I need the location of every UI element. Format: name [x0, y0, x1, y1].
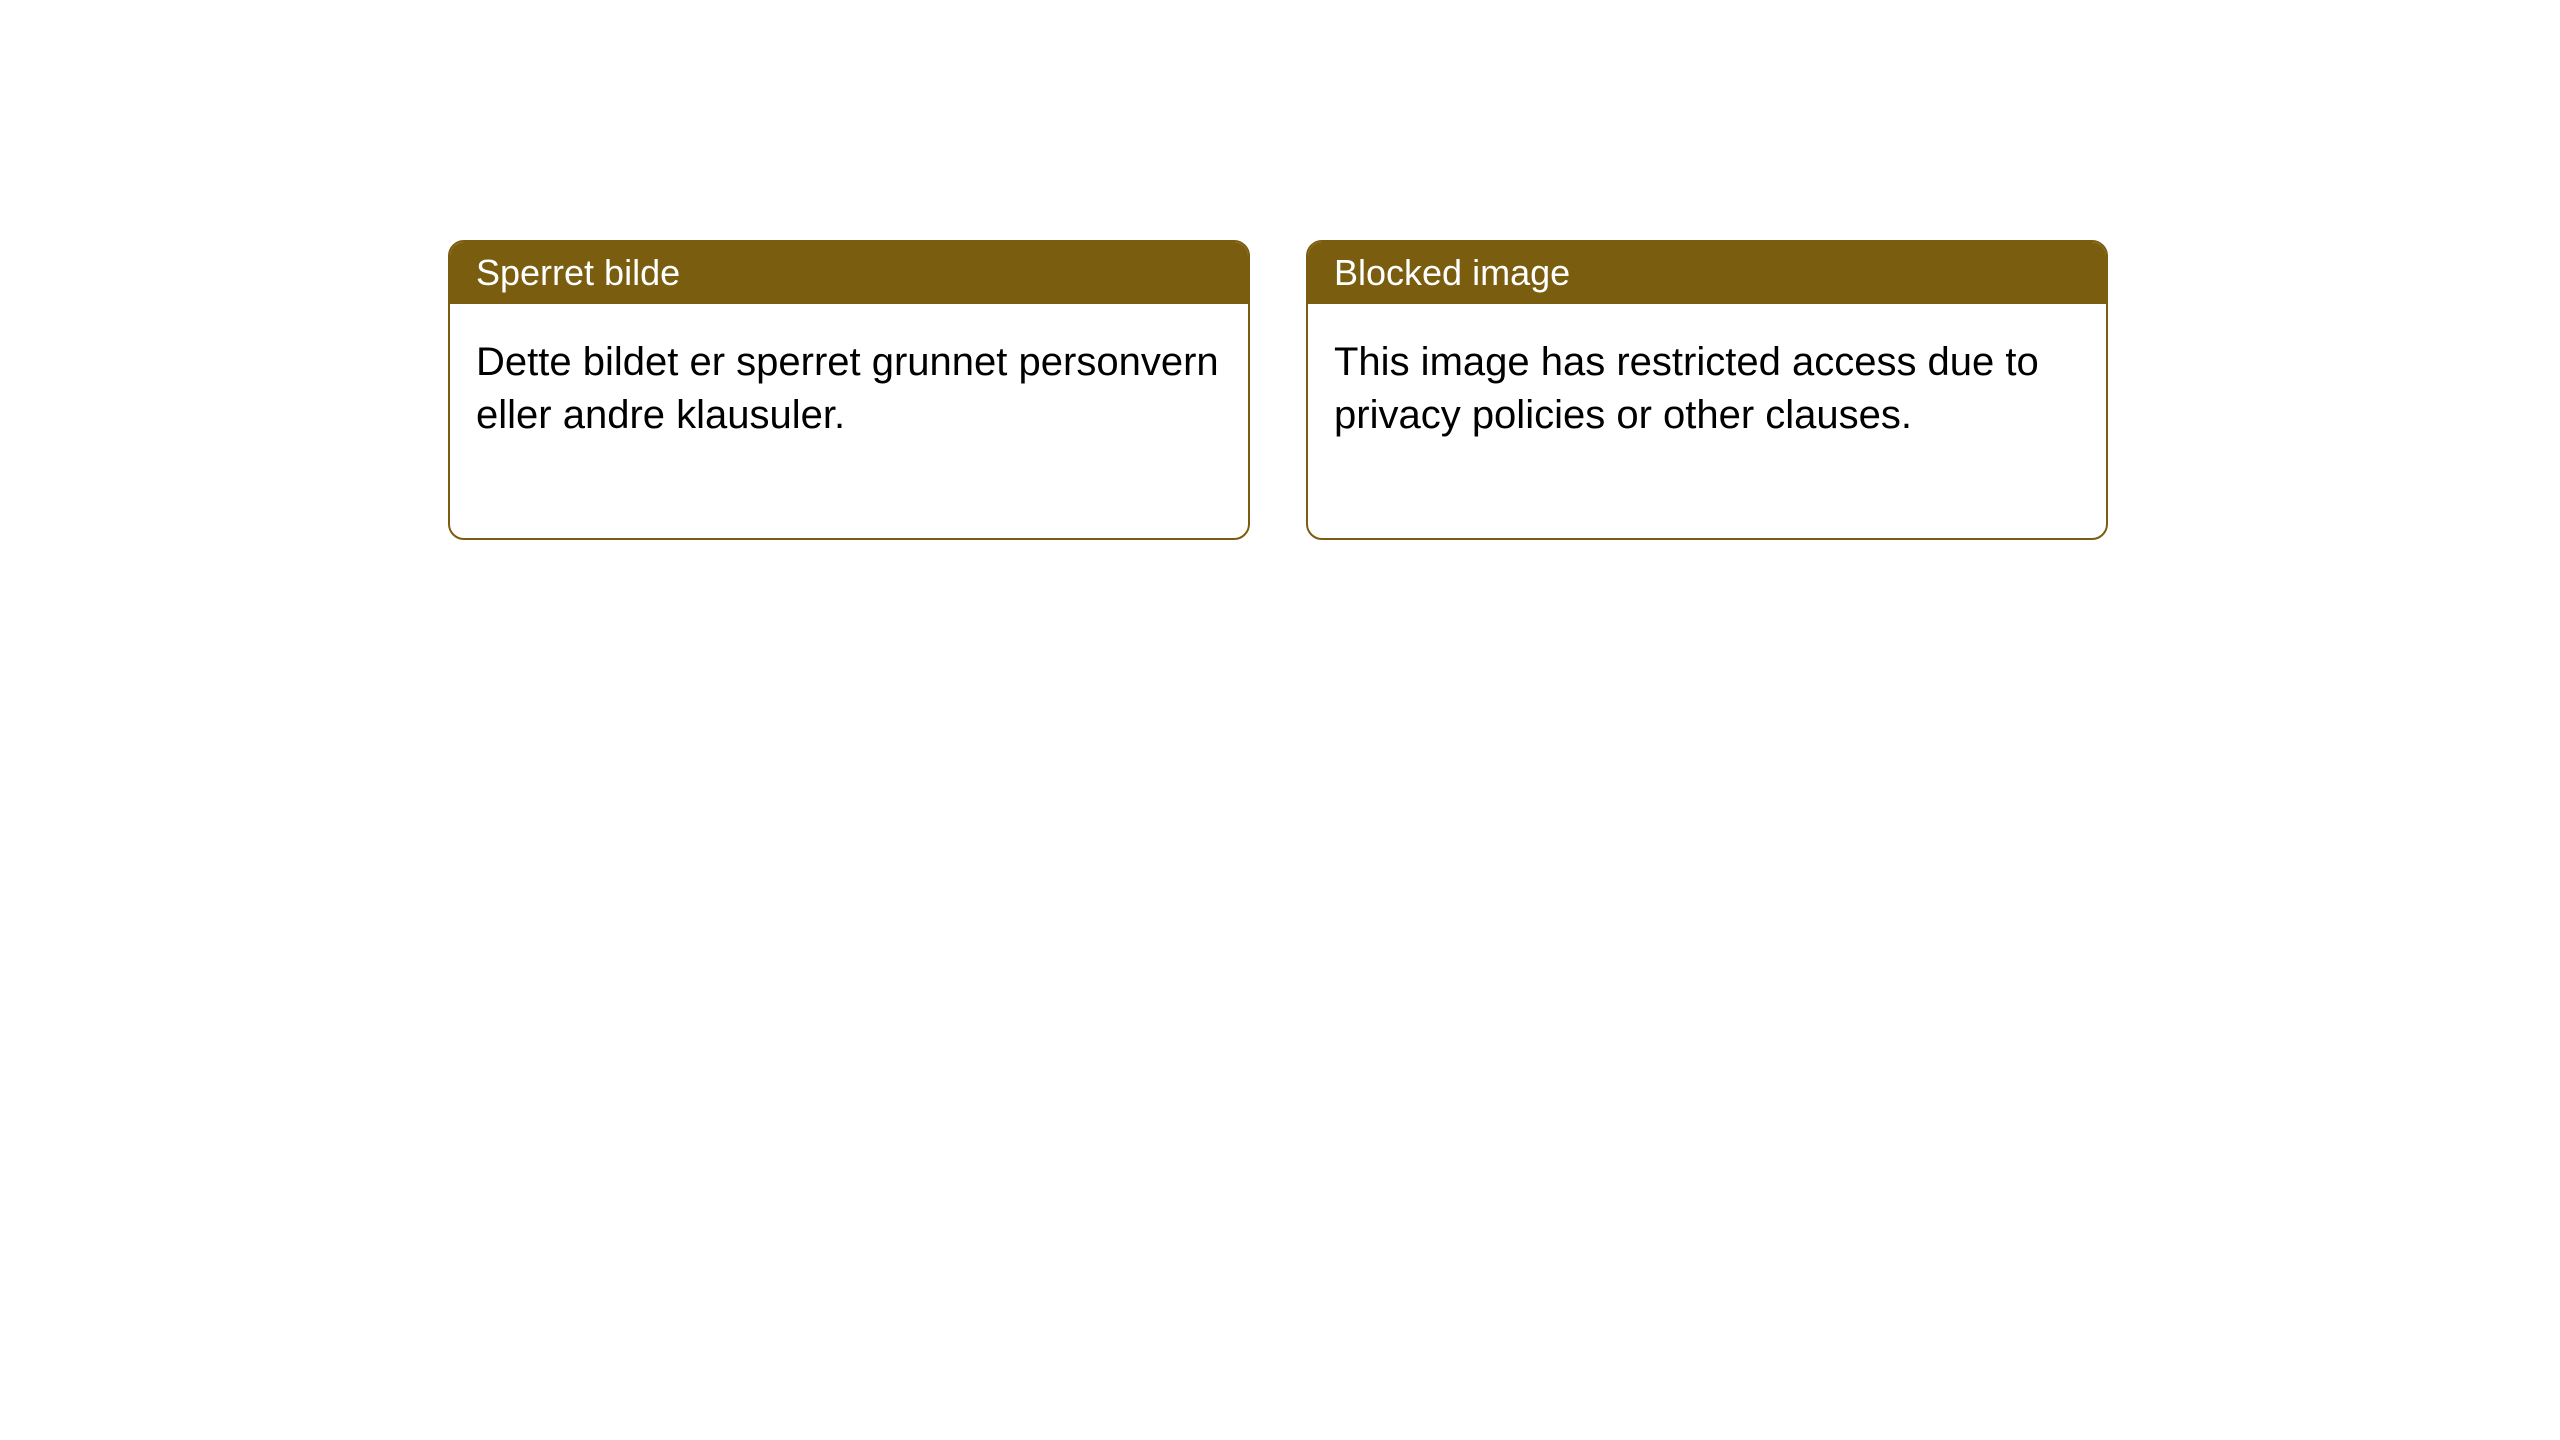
card-norwegian: Sperret bilde Dette bildet er sperret gr… — [448, 240, 1250, 540]
card-header: Sperret bilde — [450, 242, 1248, 304]
card-title: Blocked image — [1334, 252, 1570, 293]
card-english: Blocked image This image has restricted … — [1306, 240, 2108, 540]
card-message: Dette bildet er sperret grunnet personve… — [476, 340, 1219, 437]
card-body: This image has restricted access due to … — [1308, 304, 2106, 538]
cards-container: Sperret bilde Dette bildet er sperret gr… — [448, 240, 2108, 540]
card-header: Blocked image — [1308, 242, 2106, 304]
card-title: Sperret bilde — [476, 252, 680, 293]
card-body: Dette bildet er sperret grunnet personve… — [450, 304, 1248, 538]
card-message: This image has restricted access due to … — [1334, 340, 2039, 437]
